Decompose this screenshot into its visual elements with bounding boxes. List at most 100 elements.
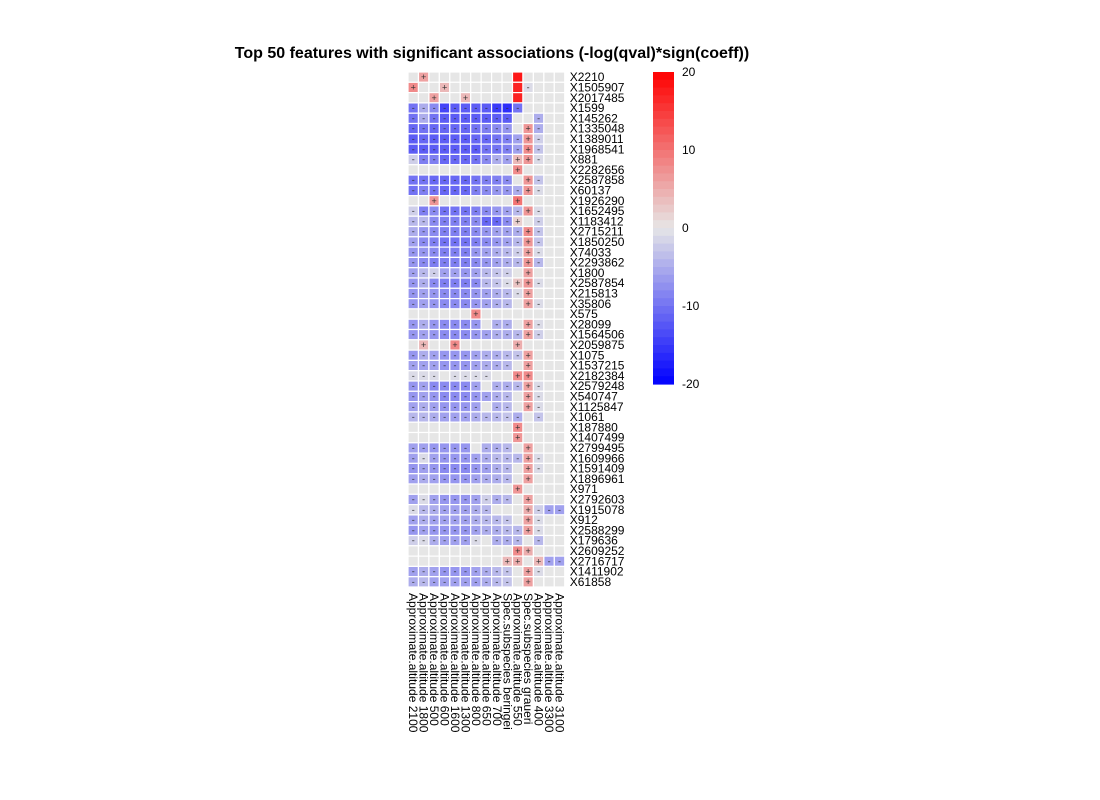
positive-sign: + <box>526 155 531 165</box>
negative-sign: - <box>443 577 446 587</box>
colorbar-segment <box>653 87 674 96</box>
colorbar-segment <box>653 142 674 151</box>
negative-sign: - <box>495 299 498 309</box>
heatmap-cell <box>407 308 420 320</box>
heatmap-cell <box>553 195 566 207</box>
heatmap-cell <box>543 442 555 454</box>
negative-sign: - <box>506 237 509 247</box>
negative-sign: - <box>454 144 457 154</box>
negative-sign: - <box>464 155 467 165</box>
negative-sign: - <box>412 268 415 278</box>
negative-sign: - <box>422 536 425 546</box>
negative-sign: - <box>412 175 415 185</box>
row-label: X1407499 <box>570 431 625 445</box>
positive-sign: + <box>515 546 520 556</box>
negative-sign: - <box>422 525 425 535</box>
heatmap-cell <box>543 545 555 557</box>
heatmap-cell <box>543 318 555 331</box>
row-label: X35806 <box>570 297 612 311</box>
negative-sign: - <box>443 525 446 535</box>
heatmap-cell <box>491 164 503 176</box>
negative-sign: - <box>412 227 415 237</box>
column-label: Approximate.altitude 800 <box>469 593 483 726</box>
positive-sign: + <box>526 361 531 371</box>
heatmap-cell <box>543 401 555 413</box>
heatmap-cell <box>449 545 461 557</box>
negative-sign: - <box>506 412 509 422</box>
heatmap-cell <box>553 174 566 186</box>
heatmap-cell <box>491 431 503 444</box>
heatmap-cell <box>407 483 420 495</box>
negative-sign: - <box>433 515 436 525</box>
positive-sign: + <box>526 443 531 453</box>
heatmap-cell <box>511 71 524 83</box>
negative-sign: - <box>433 288 436 298</box>
negative-sign: - <box>454 443 457 453</box>
negative-sign: - <box>485 350 488 360</box>
negative-sign: - <box>474 536 477 546</box>
heatmap-cell <box>417 545 430 557</box>
heatmap-cell <box>449 308 461 320</box>
heatmap-cell <box>449 431 461 444</box>
negative-sign: - <box>537 567 540 577</box>
heatmap-cell <box>501 308 514 320</box>
positive-sign: + <box>515 278 520 288</box>
negative-sign: - <box>474 381 477 391</box>
negative-sign: - <box>433 391 436 401</box>
negative-sign: - <box>454 330 457 340</box>
positive-sign: + <box>526 299 531 309</box>
negative-sign: - <box>495 474 498 484</box>
heatmap-cell <box>543 359 555 372</box>
heatmap-cell <box>532 308 545 320</box>
heatmap-cell <box>553 349 566 362</box>
negative-sign: - <box>443 237 446 247</box>
negative-sign: - <box>433 412 436 422</box>
negative-sign: - <box>537 258 540 268</box>
heatmap-cell <box>438 339 451 351</box>
negative-sign: - <box>454 402 457 412</box>
row-label: X2587858 <box>570 173 625 187</box>
negative-sign: - <box>495 536 498 546</box>
negative-sign: - <box>433 134 436 144</box>
negative-sign: - <box>485 525 488 535</box>
negative-sign: - <box>495 330 498 340</box>
negative-sign: - <box>433 371 436 381</box>
negative-sign: - <box>443 391 446 401</box>
negative-sign: - <box>412 391 415 401</box>
negative-sign: - <box>454 371 457 381</box>
row-label: X1335048 <box>570 122 625 136</box>
negative-sign: - <box>485 453 488 463</box>
row-label: X2609252 <box>570 544 625 558</box>
heatmap-cell <box>407 195 420 207</box>
negative-sign: - <box>506 175 509 185</box>
negative-sign: - <box>422 412 425 422</box>
row-label: X1075 <box>570 348 605 362</box>
negative-sign: - <box>412 299 415 309</box>
positive-sign: + <box>431 93 436 103</box>
negative-sign: - <box>412 577 415 587</box>
heatmap-cell <box>491 81 503 94</box>
row-label: X2715211 <box>570 225 624 239</box>
negative-sign: - <box>474 288 477 298</box>
negative-sign: - <box>537 216 540 226</box>
column-label: Approximate.altitude 1300 <box>458 593 472 733</box>
row-label: X1609966 <box>570 451 625 465</box>
negative-sign: - <box>464 175 467 185</box>
heatmap-cell <box>543 339 555 351</box>
heatmap-cell <box>543 143 555 156</box>
heatmap-cell <box>532 370 545 382</box>
negative-sign: - <box>516 206 519 216</box>
negative-sign: - <box>422 103 425 113</box>
negative-sign: - <box>454 361 457 371</box>
negative-sign: - <box>495 453 498 463</box>
colorbar-segment <box>653 259 674 268</box>
heatmap-cell <box>553 246 566 259</box>
heatmap-cell <box>480 91 493 104</box>
negative-sign: - <box>548 505 551 515</box>
positive-sign: + <box>526 350 531 360</box>
column-label: Approximate.altitude 2100 <box>406 593 420 733</box>
heatmap-cell <box>543 81 555 94</box>
heatmap-cell <box>438 431 451 444</box>
positive-sign: + <box>526 453 531 463</box>
heatmap-cell <box>511 473 524 485</box>
